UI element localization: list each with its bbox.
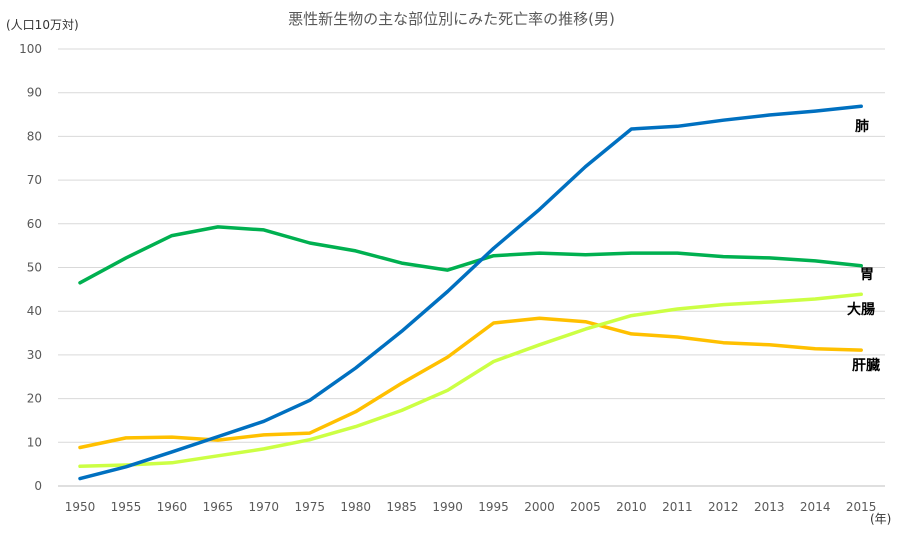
y-tick-label: 100: [19, 42, 42, 56]
series-label: 肝臓: [852, 357, 880, 374]
y-tick-label: 70: [27, 173, 42, 187]
x-axis-unit: (年): [870, 512, 892, 526]
x-tick-label: 2000: [524, 500, 555, 514]
y-tick-label: 90: [27, 86, 42, 100]
series-line: [78, 225, 863, 285]
series-label: 胃: [860, 267, 874, 283]
series-label: 大腸: [847, 301, 875, 318]
y-tick-label: 20: [27, 392, 42, 406]
x-tick-label: 1990: [432, 500, 463, 514]
x-tick-label: 1965: [203, 500, 234, 514]
x-tick-label: 2010: [616, 500, 647, 514]
x-tick-label: 1960: [157, 500, 188, 514]
y-tick-label: 60: [27, 217, 42, 231]
y-tick-label: 30: [27, 348, 42, 362]
series-line: [78, 292, 863, 469]
y-tick-label: 0: [34, 479, 42, 493]
y-tick-label: 40: [27, 304, 42, 318]
x-tick-label: 1975: [294, 500, 325, 514]
x-tick-label: 2013: [754, 500, 785, 514]
y-axis-unit: (人口10万対): [6, 18, 79, 32]
x-tick-label: 1955: [111, 500, 142, 514]
x-tick-label: 2012: [708, 500, 739, 514]
x-tick-label: 2014: [800, 500, 831, 514]
x-tick-label: 2011: [662, 500, 693, 514]
y-tick-label: 10: [27, 435, 42, 449]
x-tick-label: 1995: [478, 500, 509, 514]
x-tick-label: 1950: [65, 500, 96, 514]
y-tick-label: 50: [27, 261, 42, 275]
x-tick-label: 1970: [249, 500, 280, 514]
series-line: [78, 104, 863, 481]
series-label: 肺: [855, 119, 869, 135]
x-tick-label: 2015: [846, 500, 877, 514]
x-tick-label: 1985: [386, 500, 417, 514]
x-tick-label: 1980: [340, 500, 371, 514]
x-tick-label: 2005: [570, 500, 601, 514]
series-line: [78, 316, 863, 450]
chart-title: 悪性新生物の主な部位別にみた死亡率の推移(男): [288, 10, 615, 28]
y-tick-label: 80: [27, 129, 42, 143]
